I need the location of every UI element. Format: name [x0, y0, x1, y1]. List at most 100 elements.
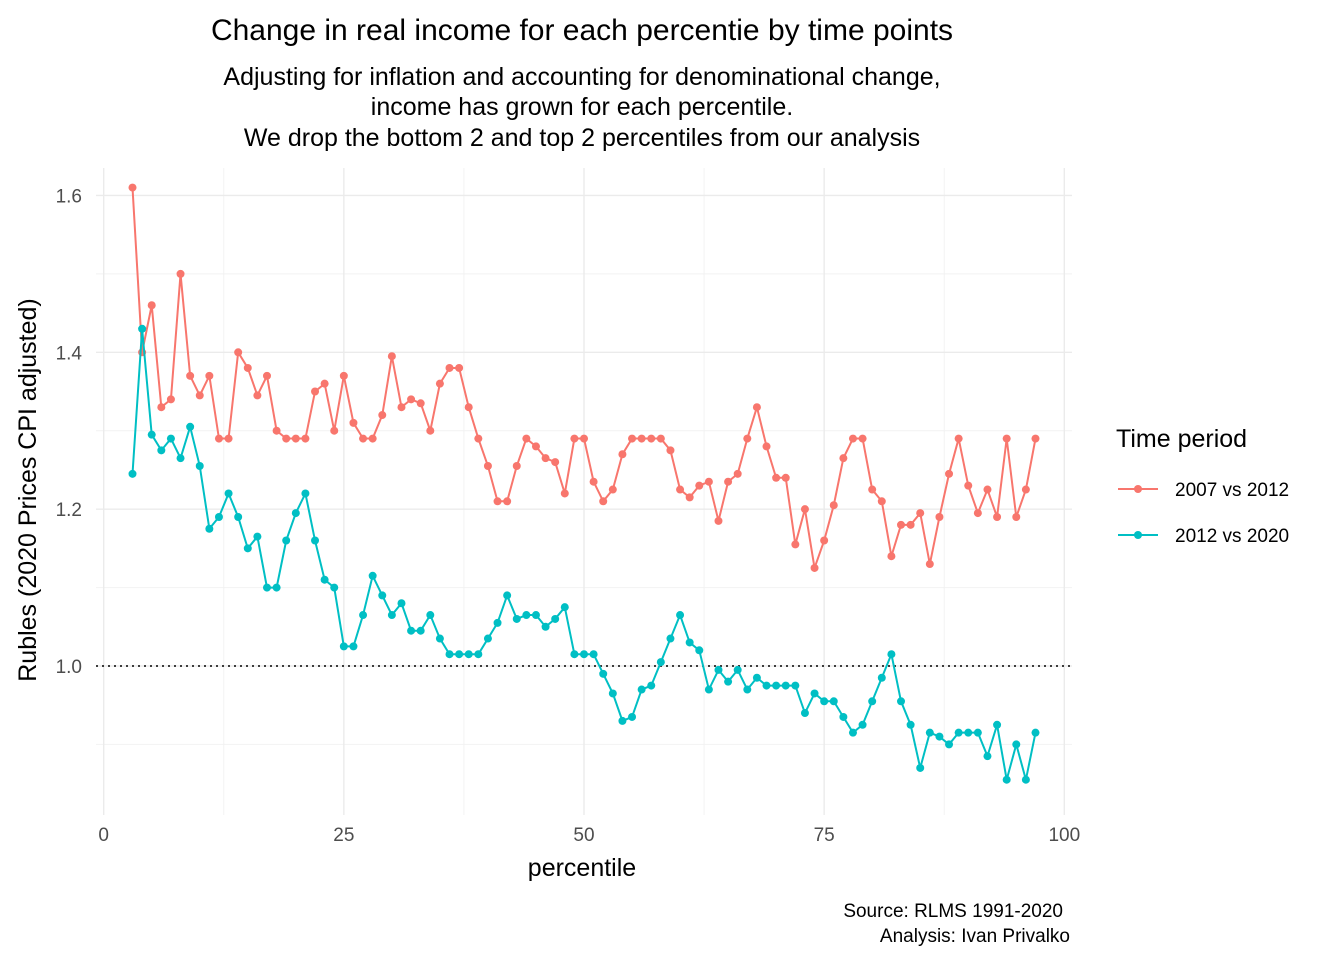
y-tick-label: 1.2 — [56, 500, 82, 521]
data-point — [214, 434, 223, 443]
data-point — [570, 650, 579, 659]
data-point — [676, 611, 685, 620]
data-point — [618, 716, 627, 725]
data-point — [416, 626, 425, 635]
data-point — [522, 434, 531, 443]
data-point — [291, 509, 300, 518]
data-point — [186, 422, 195, 431]
data-point — [676, 485, 685, 494]
data-point — [666, 634, 675, 643]
y-tick-label: 1.6 — [56, 186, 82, 207]
legend-key-point — [1134, 485, 1142, 493]
data-point — [455, 650, 464, 659]
data-point — [733, 665, 742, 674]
data-point — [474, 434, 483, 443]
data-point — [493, 618, 502, 627]
data-point — [262, 583, 271, 592]
data-point — [301, 434, 310, 443]
data-point — [599, 497, 608, 506]
data-point — [935, 512, 944, 521]
data-point — [531, 442, 540, 451]
data-point — [195, 391, 204, 400]
data-point — [704, 477, 713, 486]
data-point — [176, 454, 185, 463]
data-point — [359, 434, 368, 443]
data-point — [205, 371, 214, 380]
data-point — [762, 442, 771, 451]
data-point — [387, 352, 396, 361]
data-point — [301, 489, 310, 498]
data-point — [138, 324, 147, 333]
y-tick-label: 1.0 — [56, 657, 82, 678]
data-point — [839, 712, 848, 721]
data-point — [743, 685, 752, 694]
data-point — [820, 536, 829, 545]
data-point — [157, 446, 166, 455]
data-point — [877, 497, 886, 506]
data-point — [810, 563, 819, 572]
data-point — [829, 501, 838, 510]
y-axis-ticks: 1.0 1.2 1.4 1.6 — [56, 186, 83, 678]
data-point — [791, 681, 800, 690]
x-tick-label: 100 — [1048, 825, 1080, 846]
data-point — [752, 673, 761, 682]
x-tick-label: 0 — [98, 825, 109, 846]
data-point — [916, 509, 925, 518]
data-point — [243, 363, 252, 372]
data-point — [311, 387, 320, 396]
data-point — [848, 728, 857, 737]
data-point — [359, 611, 368, 620]
data-point — [157, 403, 166, 412]
legend-item: 2012 vs 2020 — [1118, 526, 1289, 547]
data-point — [762, 681, 771, 690]
data-point — [858, 720, 867, 729]
data-point — [608, 689, 617, 698]
data-point — [493, 497, 502, 506]
data-point — [1031, 434, 1040, 443]
data-point — [772, 473, 781, 482]
data-point — [272, 583, 281, 592]
data-point — [925, 728, 934, 737]
legend-label: 2012 vs 2020 — [1175, 526, 1289, 547]
data-point — [887, 650, 896, 659]
data-point — [339, 371, 348, 380]
data-point — [993, 720, 1002, 729]
caption-source: Source: RLMS 1991-2020 — [843, 901, 1063, 922]
data-point — [464, 403, 473, 412]
data-point — [339, 642, 348, 651]
data-point — [685, 493, 694, 502]
data-point — [945, 740, 954, 749]
data-point — [426, 426, 435, 435]
data-point — [128, 183, 137, 192]
data-point — [320, 575, 329, 584]
data-point — [147, 430, 156, 439]
data-point — [973, 728, 982, 737]
data-point — [503, 591, 512, 600]
data-point — [772, 681, 781, 690]
data-point — [291, 434, 300, 443]
data-point — [800, 505, 809, 514]
data-point — [378, 591, 387, 600]
data-point — [234, 512, 243, 521]
series-1 — [128, 183, 1040, 572]
legend-item: 2007 vs 2012 — [1118, 480, 1289, 501]
data-point — [531, 611, 540, 620]
data-point — [829, 697, 838, 706]
data-point — [964, 728, 973, 737]
data-point — [224, 434, 233, 443]
data-point — [483, 462, 492, 471]
data-point — [714, 516, 723, 525]
data-point — [589, 477, 598, 486]
data-point — [147, 301, 156, 310]
data-point — [407, 395, 416, 404]
legend-label: 2007 vs 2012 — [1175, 480, 1289, 501]
data-point — [311, 536, 320, 545]
data-point — [743, 434, 752, 443]
data-point — [704, 685, 713, 694]
legend-items: 2007 vs 2012 2012 vs 2020 — [1118, 480, 1289, 547]
data-point — [781, 681, 790, 690]
data-point — [1012, 512, 1021, 521]
data-point — [637, 434, 646, 443]
data-point — [205, 524, 214, 533]
data-point — [897, 520, 906, 529]
